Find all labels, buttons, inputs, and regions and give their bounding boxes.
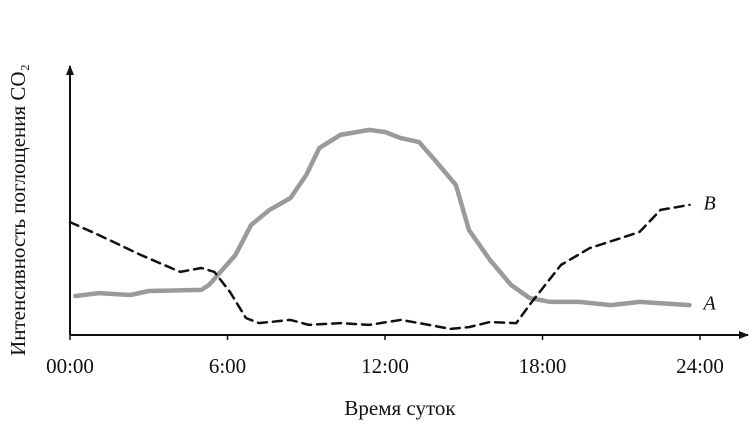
x-tick-label: 00:00	[46, 354, 94, 378]
line-series	[73, 127, 692, 308]
series-label: A	[702, 293, 717, 315]
x-axis-label: Время суток	[344, 396, 456, 420]
x-tick-label: 24:00	[676, 354, 724, 378]
line-series	[68, 203, 691, 331]
series-label: B	[704, 192, 716, 214]
x-tick-label: 12:00	[361, 354, 409, 378]
x-tick-label: 18:00	[519, 354, 567, 378]
y-axis-label: Интенсивность поглощения CO₂	[6, 64, 30, 356]
x-tick-label: 6:00	[209, 354, 246, 378]
